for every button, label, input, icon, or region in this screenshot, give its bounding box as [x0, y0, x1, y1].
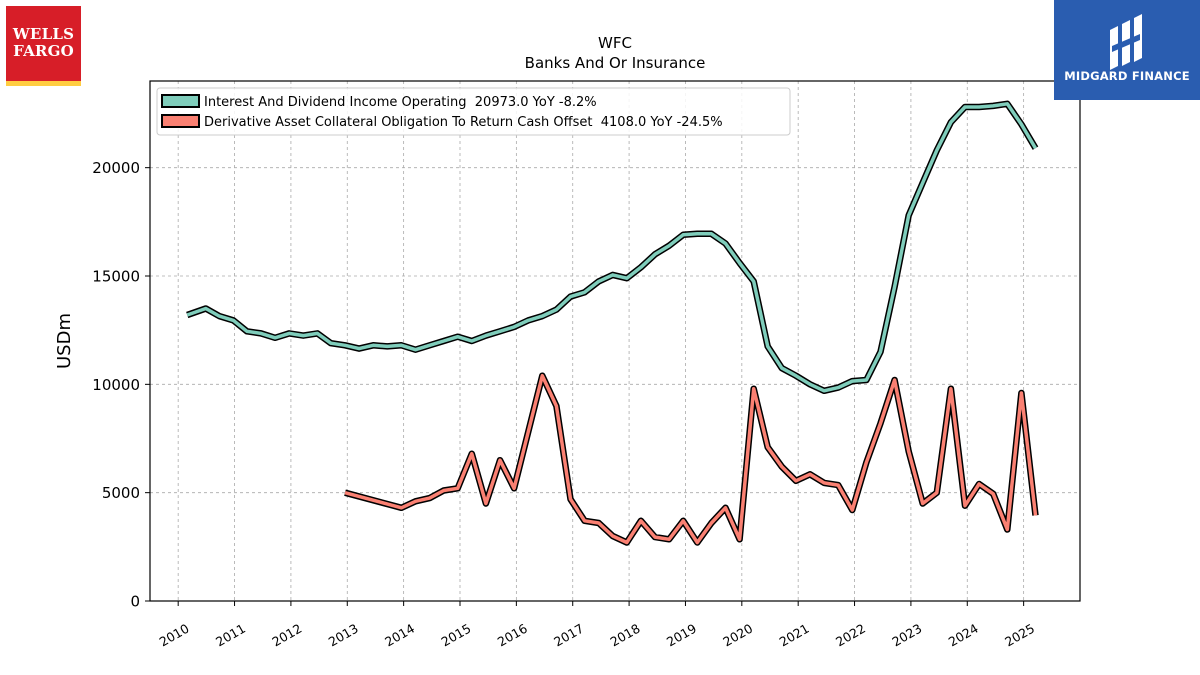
x-tick-label: 2015 — [438, 621, 473, 650]
y-tick-label: 0 — [130, 593, 140, 611]
plot-frame — [149, 80, 1081, 602]
legend: Interest And Dividend Income Operating 2… — [156, 87, 791, 136]
legend-label: Interest And Dividend Income Operating 2… — [204, 95, 597, 110]
midgard-emblem-icon — [1110, 14, 1142, 70]
axis-ticks: 2010 2011 2012 2013 2014 2015 2016 2017 2018 2019… — [92, 159, 1037, 649]
x-tick-label: 2016 — [495, 621, 530, 650]
x-tick-label: 2014 — [382, 621, 417, 650]
y-tick-label: 20000 — [92, 159, 140, 177]
x-tick-label: 2020 — [720, 621, 755, 650]
x-tick-label: 2023 — [889, 621, 924, 650]
legend-box — [156, 87, 791, 136]
legend-entry-2: Derivative Asset Collateral Obligation T… — [161, 114, 723, 130]
x-tick-label: 2024 — [946, 621, 981, 650]
logo-text-line2: FARGO — [13, 42, 74, 60]
midgard-finance-logo: MIDGARD FINANCE — [1054, 0, 1200, 100]
x-tick-label: 2017 — [551, 621, 586, 650]
x-tick-label: 2025 — [1002, 621, 1037, 650]
grid-lines — [150, 81, 1080, 602]
series-1-line — [186, 100, 1039, 395]
x-tick-label: 2013 — [326, 621, 361, 650]
x-tick-label: 2010 — [157, 621, 192, 650]
x-tick-label: 2011 — [213, 621, 248, 650]
y-axis-label: USDm — [54, 313, 75, 369]
series-outline — [186, 100, 1039, 395]
midgard-finance-wordmark: MIDGARD FINANCE — [1064, 69, 1190, 83]
wells-fargo-logo: WELLS FARGO — [6, 6, 81, 86]
y-tick-label: 15000 — [92, 268, 140, 286]
chart-title: WFC — [598, 34, 632, 52]
chart-subtitle: Banks And Or Insurance — [525, 54, 706, 72]
series-2-line — [344, 372, 1039, 546]
legend-label: Derivative Asset Collateral Obligation T… — [204, 115, 723, 130]
legend-swatch — [161, 114, 200, 128]
y-tick-label: 5000 — [102, 484, 140, 502]
series-outline — [344, 372, 1039, 546]
x-tick-label: 2018 — [608, 621, 643, 650]
series-stroke — [186, 102, 1038, 393]
legend-swatch — [161, 94, 200, 108]
logo-text-line1: WELLS — [12, 25, 75, 43]
legend-entry-1: Interest And Dividend Income Operating 2… — [161, 94, 597, 110]
x-tick-label: 2012 — [269, 621, 304, 650]
series-lines — [186, 100, 1039, 546]
series-stroke — [344, 373, 1038, 545]
x-tick-label: 2022 — [833, 621, 868, 650]
x-tick-label: 2019 — [664, 621, 699, 650]
y-tick-label: 10000 — [92, 376, 140, 394]
x-tick-label: 2021 — [777, 621, 812, 650]
